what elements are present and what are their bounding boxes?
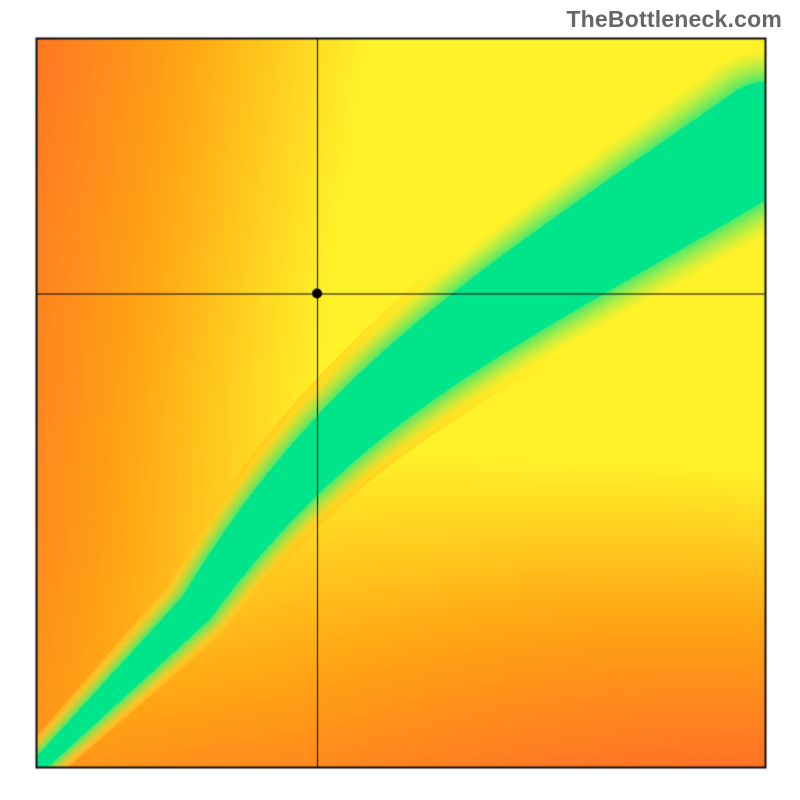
chart-container: TheBottleneck.com <box>0 0 800 800</box>
watermark-text: TheBottleneck.com <box>566 6 782 33</box>
bottleneck-heatmap <box>0 0 800 800</box>
